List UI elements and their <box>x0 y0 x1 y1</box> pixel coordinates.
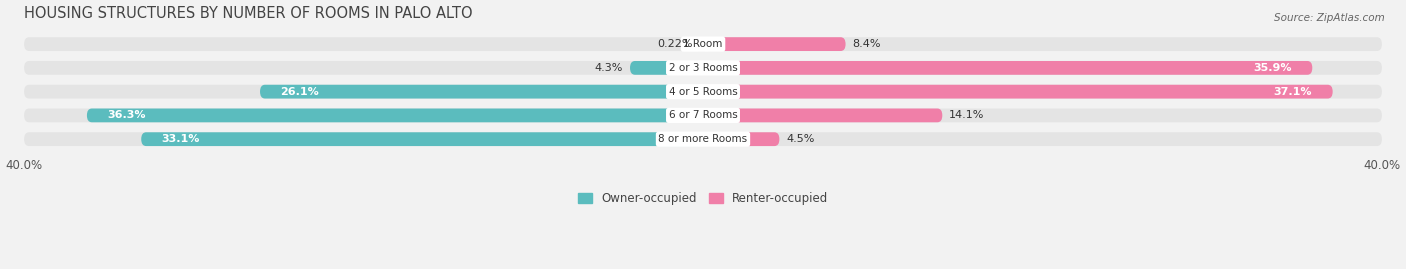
Text: 8 or more Rooms: 8 or more Rooms <box>658 134 748 144</box>
Text: 4.3%: 4.3% <box>595 63 623 73</box>
Legend: Owner-occupied, Renter-occupied: Owner-occupied, Renter-occupied <box>578 192 828 206</box>
FancyBboxPatch shape <box>703 61 1312 75</box>
FancyBboxPatch shape <box>703 37 845 51</box>
Text: 35.9%: 35.9% <box>1253 63 1292 73</box>
Text: 33.1%: 33.1% <box>162 134 200 144</box>
Text: 0.22%: 0.22% <box>657 39 693 49</box>
Text: 4.5%: 4.5% <box>786 134 814 144</box>
FancyBboxPatch shape <box>24 132 1382 146</box>
FancyBboxPatch shape <box>630 61 703 75</box>
Text: HOUSING STRUCTURES BY NUMBER OF ROOMS IN PALO ALTO: HOUSING STRUCTURES BY NUMBER OF ROOMS IN… <box>24 6 472 20</box>
Text: 4 or 5 Rooms: 4 or 5 Rooms <box>669 87 737 97</box>
FancyBboxPatch shape <box>24 85 1382 98</box>
Text: 26.1%: 26.1% <box>280 87 319 97</box>
FancyBboxPatch shape <box>260 85 703 98</box>
FancyBboxPatch shape <box>703 108 942 122</box>
Text: 6 or 7 Rooms: 6 or 7 Rooms <box>669 110 737 121</box>
Text: 8.4%: 8.4% <box>852 39 880 49</box>
Text: 14.1%: 14.1% <box>949 110 984 121</box>
FancyBboxPatch shape <box>87 108 703 122</box>
Text: Source: ZipAtlas.com: Source: ZipAtlas.com <box>1274 13 1385 23</box>
FancyBboxPatch shape <box>703 85 1333 98</box>
Text: 2 or 3 Rooms: 2 or 3 Rooms <box>669 63 737 73</box>
FancyBboxPatch shape <box>703 132 779 146</box>
Text: 1 Room: 1 Room <box>683 39 723 49</box>
FancyBboxPatch shape <box>697 37 704 51</box>
Text: 37.1%: 37.1% <box>1274 87 1312 97</box>
FancyBboxPatch shape <box>24 108 1382 122</box>
FancyBboxPatch shape <box>24 61 1382 75</box>
Text: 36.3%: 36.3% <box>107 110 146 121</box>
FancyBboxPatch shape <box>24 37 1382 51</box>
FancyBboxPatch shape <box>141 132 703 146</box>
